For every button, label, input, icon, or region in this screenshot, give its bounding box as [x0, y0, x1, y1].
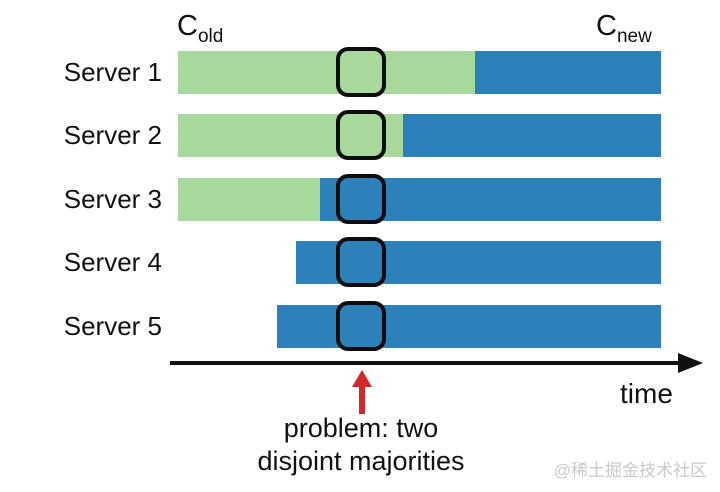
config-new-label: Cnew — [596, 10, 652, 46]
server-3-label: Server 3 — [63, 184, 162, 214]
server-4-label: Server 4 — [63, 247, 162, 277]
server-2-config-old-segment — [178, 114, 403, 157]
server-3-config-entry-box — [336, 174, 386, 224]
server-5-config-new-segment — [277, 305, 661, 348]
server-row-1: Server 1 — [0, 47, 720, 97]
config-old-base: C — [177, 10, 198, 42]
watermark: @稀土掘金技术社区 — [553, 461, 707, 480]
config-old-label: Cold — [177, 10, 223, 46]
server-3-config-old-segment — [178, 178, 320, 221]
problem-annotation: problem: two disjoint majorities — [231, 412, 491, 478]
server-5-config-entry-box — [336, 301, 386, 351]
problem-annotation-line-1: problem: two — [283, 413, 439, 443]
time-axis-line — [170, 361, 682, 365]
problem-arrow-shaft — [359, 386, 365, 414]
server-2-config-new-segment — [403, 114, 661, 157]
server-row-5: Server 5 — [0, 301, 720, 351]
server-4-config-new-segment — [296, 241, 661, 284]
time-axis-label: time — [620, 378, 673, 409]
config-new-subscript: new — [616, 25, 652, 47]
config-old-subscript: old — [197, 25, 224, 47]
problem-arrow-head-icon — [352, 370, 372, 387]
server-row-3: Server 3 — [0, 174, 720, 224]
time-axis-arrowhead-icon — [678, 353, 703, 373]
server-1-label: Server 1 — [63, 57, 162, 87]
server-1-config-new-segment — [475, 51, 661, 94]
server-5-label: Server 5 — [63, 311, 162, 341]
config-new-base: C — [596, 10, 617, 42]
problem-annotation-line-2: disjoint majorities — [257, 446, 465, 476]
server-4-config-entry-box — [336, 237, 386, 287]
server-2-config-entry-box — [336, 110, 386, 160]
server-2-label: Server 2 — [63, 120, 162, 150]
server-row-2: Server 2 — [0, 110, 720, 160]
server-1-config-entry-box — [336, 47, 386, 97]
server-1-config-old-segment — [178, 51, 475, 94]
server-row-4: Server 4 — [0, 237, 720, 287]
